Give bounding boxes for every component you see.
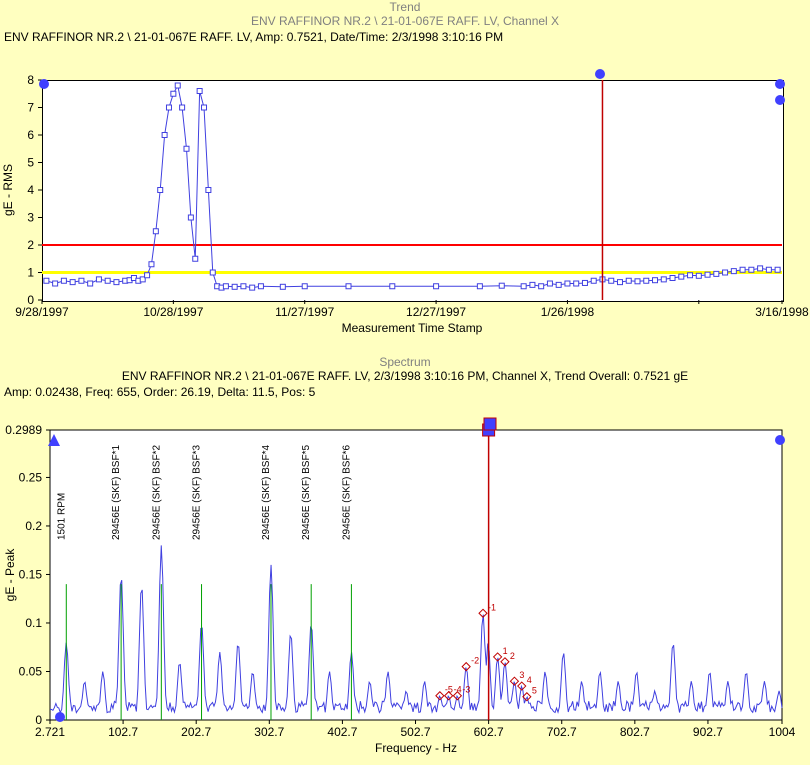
svg-text:0.15: 0.15: [19, 567, 43, 581]
svg-text:12/27/1997: 12/27/1997: [406, 305, 466, 319]
svg-text:2: 2: [27, 238, 34, 252]
svg-text:5: 5: [532, 686, 537, 696]
svg-text:8: 8: [27, 73, 34, 87]
svg-text:11/27/1997: 11/27/1997: [275, 305, 334, 319]
svg-text:3: 3: [27, 211, 34, 225]
svg-text:-1: -1: [488, 602, 496, 612]
svg-text:202.7: 202.7: [181, 725, 211, 739]
svg-text:6: 6: [27, 128, 34, 142]
svg-text:402.7: 402.7: [327, 725, 357, 739]
svg-text:602.7: 602.7: [474, 725, 504, 739]
svg-text:0.25: 0.25: [19, 470, 43, 484]
svg-text:1: 1: [503, 646, 508, 656]
trend-svg: 0123456789/28/199710/28/199711/27/199712…: [0, 0, 810, 355]
svg-text:-3: -3: [462, 685, 470, 695]
svg-text:902.7: 902.7: [693, 725, 723, 739]
svg-text:2: 2: [510, 651, 515, 661]
svg-text:29456E (SKF) BSF*5: 29456E (SKF) BSF*5: [301, 445, 312, 540]
svg-text:3: 3: [519, 670, 524, 680]
svg-text:4: 4: [527, 675, 532, 685]
svg-text:4: 4: [27, 183, 34, 197]
svg-text:Measurement Time Stamp: Measurement Time Stamp: [342, 321, 483, 335]
svg-text:0.2: 0.2: [25, 519, 42, 533]
svg-text:1501 RPM: 1501 RPM: [56, 493, 67, 540]
svg-text:702.7: 702.7: [547, 725, 577, 739]
svg-text:29456E (SKF) BSF*3: 29456E (SKF) BSF*3: [192, 445, 203, 540]
svg-text:1/26/1998: 1/26/1998: [541, 305, 595, 319]
svg-text:-2: -2: [471, 656, 479, 666]
svg-text:0.1: 0.1: [25, 616, 42, 630]
svg-text:10/28/1997: 10/28/1997: [143, 305, 203, 319]
svg-text:-4: -4: [454, 685, 462, 695]
svg-text:-5: -5: [445, 685, 453, 695]
svg-text:29456E (SKF) BSF*4: 29456E (SKF) BSF*4: [261, 445, 272, 540]
svg-text:1: 1: [27, 266, 34, 280]
svg-text:7: 7: [27, 101, 34, 115]
svg-text:29456E (SKF) BSF*6: 29456E (SKF) BSF*6: [341, 445, 352, 540]
spectrum-panel: Spectrum ENV RAFFINOR NR.2 \ 21-01-067E …: [0, 355, 810, 765]
svg-text:0.05: 0.05: [19, 664, 43, 678]
svg-text:Frequency - Hz: Frequency - Hz: [375, 741, 457, 755]
svg-text:3/16/1998: 3/16/1998: [755, 305, 809, 319]
svg-text:802.7: 802.7: [620, 725, 650, 739]
spectrum-svg: 00.050.10.150.20.250.29892.721102.7202.7…: [0, 355, 810, 765]
svg-text:9/28/1997: 9/28/1997: [15, 305, 69, 319]
trend-panel: Trend ENV RAFFINOR NR.2 \ 21-01-067E RAF…: [0, 0, 810, 355]
svg-text:102.7: 102.7: [108, 725, 138, 739]
svg-text:29456E (SKF) BSF*1: 29456E (SKF) BSF*1: [111, 445, 122, 540]
svg-text:302.7: 302.7: [254, 725, 284, 739]
svg-text:gE - Peak: gE - Peak: [3, 548, 17, 602]
svg-text:gE - RMS: gE - RMS: [1, 164, 15, 216]
svg-text:29456E (SKF) BSF*2: 29456E (SKF) BSF*2: [151, 445, 162, 540]
svg-text:1004: 1004: [769, 725, 796, 739]
svg-text:2.721: 2.721: [35, 725, 65, 739]
svg-text:0.2989: 0.2989: [5, 423, 42, 437]
svg-text:502.7: 502.7: [401, 725, 431, 739]
svg-text:5: 5: [27, 156, 34, 170]
